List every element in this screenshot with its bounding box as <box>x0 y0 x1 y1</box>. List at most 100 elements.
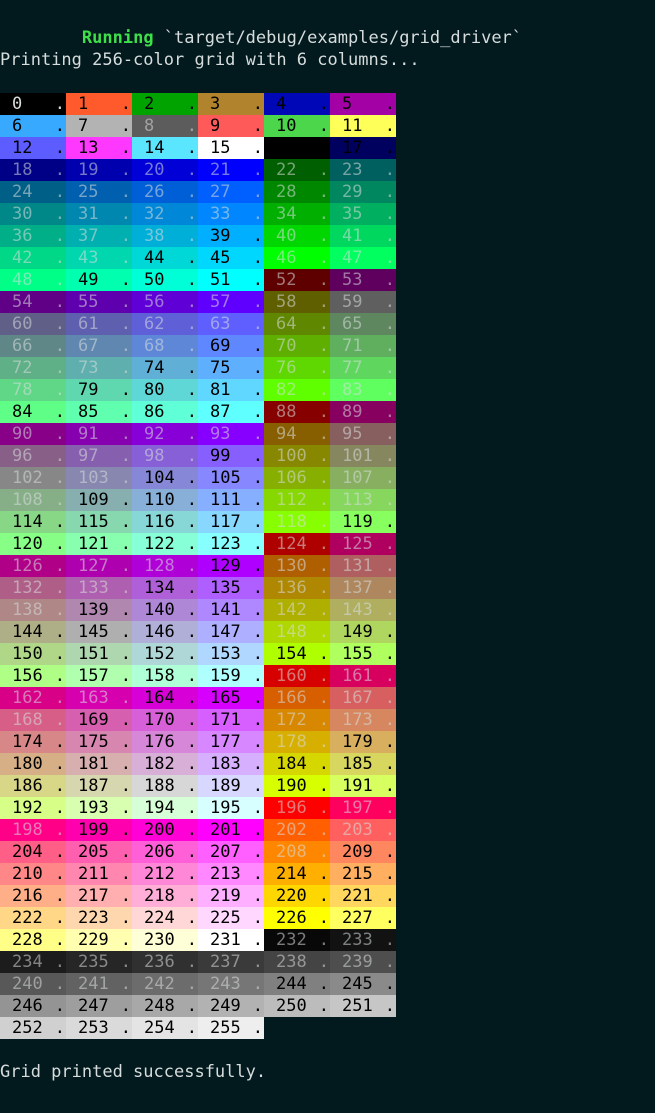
color-cell-dot: . <box>252 160 263 180</box>
color-cell-number: 80 <box>144 380 165 400</box>
color-cell-6: 6. <box>0 115 66 137</box>
color-cell-dot: . <box>252 864 263 884</box>
color-cell-number: 64 <box>276 314 297 334</box>
grid-row: 114. 115. 116. 117. 118. 119. <box>0 511 396 533</box>
color-cell-number: 118 <box>276 512 307 532</box>
color-cell-48: 48. <box>0 269 66 291</box>
color-cell-dot: . <box>54 204 65 224</box>
color-cell-dot: . <box>186 182 197 202</box>
color-cell-dot: . <box>384 292 395 312</box>
color-cell-number: 44 <box>144 248 165 268</box>
color-cell-number: 225 <box>210 908 241 928</box>
color-cell-number: 27 <box>210 182 231 202</box>
color-cell-dot: . <box>384 424 395 444</box>
color-cell-number: 235 <box>78 952 109 972</box>
color-cell-252: 252. <box>0 1017 66 1039</box>
color-cell-number: 177 <box>210 732 241 752</box>
color-cell-number: 174 <box>12 732 43 752</box>
color-cell-dot: . <box>252 952 263 972</box>
color-cell-238: 238. <box>264 951 330 973</box>
color-cell-number: 239 <box>342 952 373 972</box>
color-cell-243: 243. <box>198 973 264 995</box>
color-cell-dot: . <box>318 908 329 928</box>
color-cell-dot: . <box>252 886 263 906</box>
color-cell-number: 127 <box>78 556 109 576</box>
color-cell-98: 98. <box>132 445 198 467</box>
color-cell-202: 202. <box>264 819 330 841</box>
color-cell-dot: . <box>54 908 65 928</box>
color-cell-dot: . <box>318 666 329 686</box>
color-cell-number: 244 <box>276 974 307 994</box>
color-cell-34: 34. <box>264 203 330 225</box>
color-cell-number: 84 <box>12 402 33 422</box>
color-cell-229: 229. <box>66 929 132 951</box>
color-cell-number: 247 <box>78 996 109 1016</box>
color-cell-number: 26 <box>144 182 165 202</box>
color-cell-dot: . <box>120 578 131 598</box>
color-cell-dot: . <box>252 270 263 290</box>
color-cell-number: 52 <box>276 270 297 290</box>
color-cell-dot: . <box>186 732 197 752</box>
color-cell-dot: . <box>384 776 395 796</box>
color-cell-number: 23 <box>342 160 363 180</box>
color-cell-number: 221 <box>342 886 373 906</box>
color-cell-66: 66. <box>0 335 66 357</box>
color-cell-number: 245 <box>342 974 373 994</box>
color-cell-dot: . <box>384 732 395 752</box>
color-cell-102: 102. <box>0 467 66 489</box>
color-cell-dot: . <box>120 908 131 928</box>
color-cell-number: 139 <box>78 600 109 620</box>
color-cell-dot: . <box>186 292 197 312</box>
color-cell-99: 99. <box>198 445 264 467</box>
color-cell-dot: . <box>318 842 329 862</box>
color-cell-dot: . <box>54 402 65 422</box>
color-cell-number: 73 <box>78 358 99 378</box>
color-cell-203: 203. <box>330 819 396 841</box>
color-cell-dot: . <box>318 820 329 840</box>
color-cell-dot: . <box>318 314 329 334</box>
color-cell-254: 254. <box>132 1017 198 1039</box>
color-cell-154: 154. <box>264 643 330 665</box>
color-cell-76: 76. <box>264 357 330 379</box>
color-cell-163: 163. <box>66 687 132 709</box>
color-cell-210: 210. <box>0 863 66 885</box>
color-cell-dot: . <box>54 116 65 136</box>
color-cell-132: 132. <box>0 577 66 599</box>
color-cell-dot: . <box>384 798 395 818</box>
color-cell-dot: . <box>186 94 197 114</box>
color-cell-153: 153. <box>198 643 264 665</box>
color-cell-number: 51 <box>210 270 231 290</box>
color-cell-dot: . <box>252 138 263 158</box>
color-cell-dot: . <box>318 138 329 158</box>
color-cell-120: 120. <box>0 533 66 555</box>
color-cell-number: 55 <box>78 292 99 312</box>
color-cell-dot: . <box>186 226 197 246</box>
color-cell-42: 42. <box>0 247 66 269</box>
color-cell-dot: . <box>54 182 65 202</box>
color-cell-number: 77 <box>342 358 363 378</box>
color-cell-number: 208 <box>276 842 307 862</box>
grid-row: 12. 13. 14. 15. 16. 17. <box>0 137 396 159</box>
color-cell-127: 127. <box>66 555 132 577</box>
color-cell-number: 147 <box>210 622 241 642</box>
color-cell-96: 96. <box>0 445 66 467</box>
color-cell-123: 123. <box>198 533 264 555</box>
color-cell-number: 60 <box>12 314 33 334</box>
color-cell-45: 45. <box>198 247 264 269</box>
color-cell-number: 76 <box>276 358 297 378</box>
color-cell-150: 150. <box>0 643 66 665</box>
color-cell-number: 160 <box>276 666 307 686</box>
color-cell-101: 101. <box>330 445 396 467</box>
color-cell-dot: . <box>318 622 329 642</box>
color-cell-83: 83. <box>330 379 396 401</box>
color-cell-dot: . <box>318 644 329 664</box>
color-cell-number: 246 <box>12 996 43 1016</box>
color-cell-dot: . <box>186 468 197 488</box>
color-cell-dot: . <box>252 226 263 246</box>
color-cell-61: 61. <box>66 313 132 335</box>
color-cell-177: 177. <box>198 731 264 753</box>
color-cell-95: 95. <box>330 423 396 445</box>
color-cell-dot: . <box>186 622 197 642</box>
color-cell-dot: . <box>252 666 263 686</box>
color-cell-number: 173 <box>342 710 373 730</box>
